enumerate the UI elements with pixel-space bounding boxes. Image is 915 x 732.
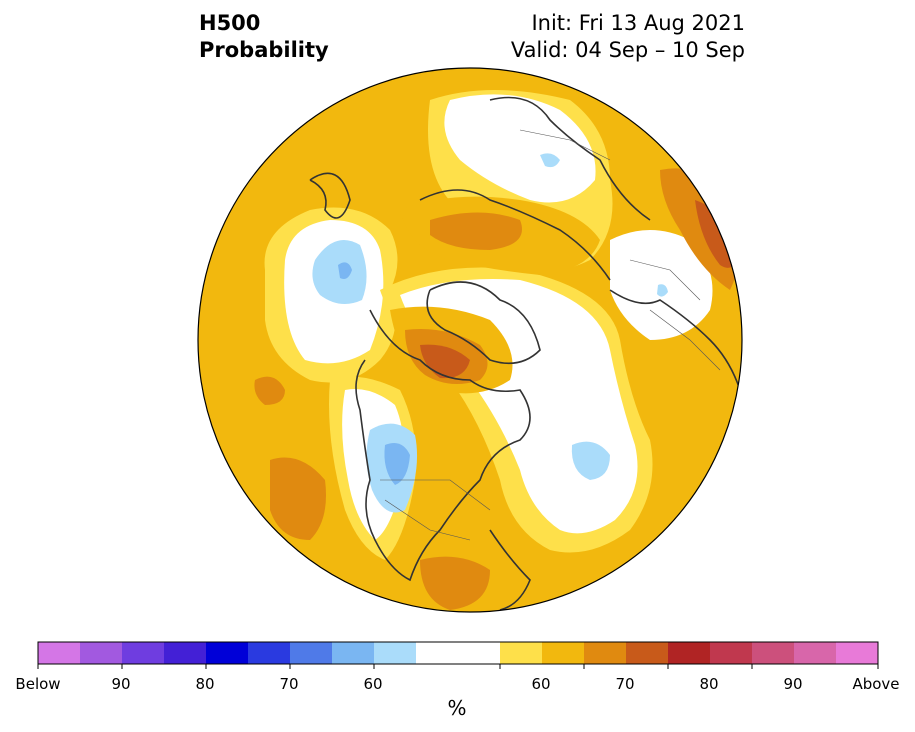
- colorbar-swatch: [752, 642, 795, 664]
- map-boundary: [197, 67, 743, 613]
- blue-atlantic: [571, 441, 610, 480]
- borders: [380, 129, 721, 541]
- colorbar-swatch: [794, 642, 837, 664]
- colorbar-swatch: [584, 642, 627, 664]
- polar-probability-map: [197, 67, 743, 613]
- colorbar-label: 70: [279, 675, 299, 693]
- colorbar-swatch: [80, 642, 123, 664]
- colorbar-swatch: [332, 642, 375, 664]
- colorbar-label: 90: [111, 675, 131, 693]
- dark-orange-atlantic: [420, 556, 490, 610]
- colorbar-label: 60: [531, 675, 551, 693]
- product-title: Probability: [199, 38, 329, 62]
- probability-fields: [198, 68, 742, 612]
- variable-title: H500: [199, 11, 261, 35]
- colorbar-label: 70: [615, 675, 635, 693]
- blue-west-us-mid: [384, 442, 410, 485]
- dark-orange-pacific: [270, 457, 326, 540]
- colorbar-swatch: [458, 642, 501, 664]
- colorbar-swatch: [248, 642, 291, 664]
- colorbar-swatch: [668, 642, 711, 664]
- probability-colorbar: [37, 641, 879, 669]
- colorbar-label: Below: [15, 675, 61, 693]
- colorbar-frame: [37, 641, 879, 665]
- colorbar-swatch: [374, 642, 417, 664]
- colorbar-swatch: [206, 642, 249, 664]
- colorbar-swatch: [416, 642, 459, 664]
- colorbar-swatch: [164, 642, 207, 664]
- colorbar-swatch: [500, 642, 543, 664]
- blue-arctic: [540, 153, 560, 168]
- colorbar-label: Above: [852, 675, 900, 693]
- colorbar-swatch: [542, 642, 585, 664]
- blue-alaska-core: [338, 262, 352, 279]
- colorbar-label: 80: [699, 675, 719, 693]
- colorbar-swatch: [122, 642, 165, 664]
- init-date: Init: Fri 13 Aug 2021: [531, 11, 745, 35]
- title-block-right: Init: Fri 13 Aug 2021 Valid: 04 Sep – 10…: [511, 10, 745, 64]
- colorbar-swatch: [626, 642, 669, 664]
- dark-orange-siberia: [430, 212, 522, 250]
- colorbar-label: 60: [363, 675, 383, 693]
- colorbar-label: 90: [783, 675, 803, 693]
- colorbar-label: 80: [195, 675, 215, 693]
- colorbar-swatch: [836, 642, 879, 664]
- valid-period: Valid: 04 Sep – 10 Sep: [510, 38, 745, 62]
- colorbar-unit: %: [447, 696, 467, 720]
- coastlines: [309, 96, 741, 611]
- title-block-left: H500 Probability: [199, 10, 329, 64]
- colorbar-swatch: [38, 642, 81, 664]
- colorbar-swatch: [710, 642, 753, 664]
- blue-europe: [657, 284, 668, 297]
- colorbar-swatch: [290, 642, 333, 664]
- white-arctic-top: [444, 94, 596, 203]
- dark-orange-west-pacific: [254, 376, 285, 405]
